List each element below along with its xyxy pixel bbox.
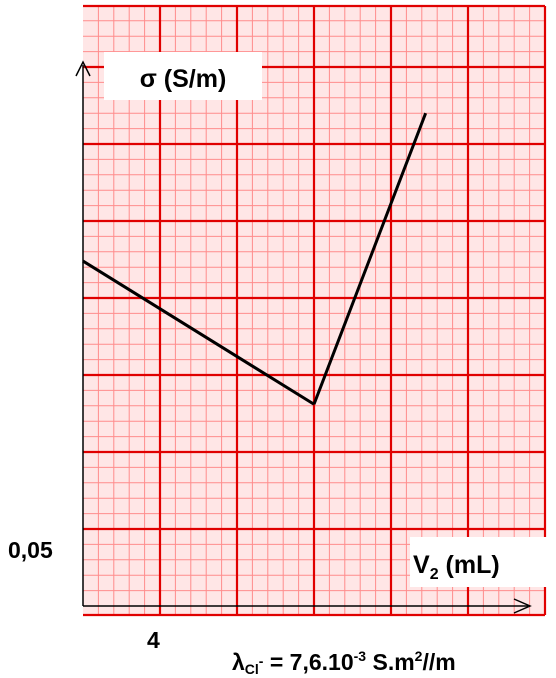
- major-grid: [83, 4, 547, 617]
- x-axis-arrow: [513, 598, 532, 614]
- series-line-segment: [312, 112, 428, 405]
- series-line-segment: [82, 259, 315, 406]
- x-axis-label: V2 (mL): [413, 551, 500, 583]
- molar-conductivity-annotation: λCl- = 7,6.10-3 S.m2//m: [232, 648, 456, 677]
- x-tick-label: 4: [147, 627, 160, 653]
- y-tick-label: 0,05: [8, 537, 53, 563]
- y-axis-label: σ (S/m): [140, 65, 227, 93]
- y-axis-arrow: [75, 60, 91, 77]
- xlabel-box: [410, 537, 556, 587]
- ylabel-box: [104, 52, 262, 100]
- series-layer: [82, 112, 428, 406]
